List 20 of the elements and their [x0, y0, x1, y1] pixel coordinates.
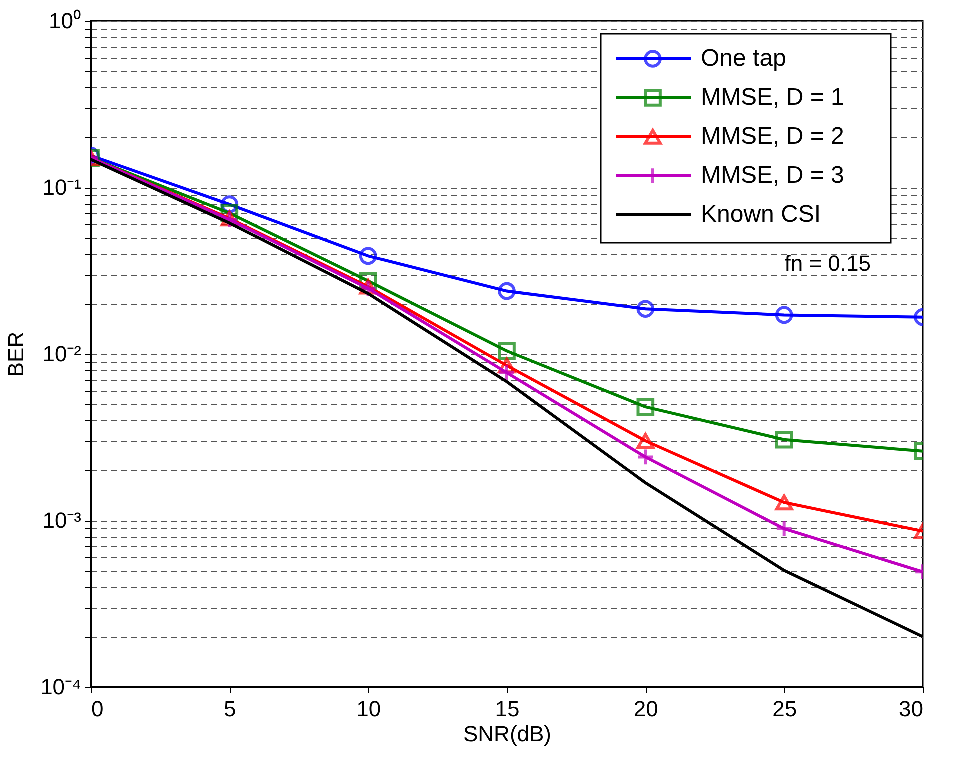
x-tick-label: 0 — [92, 696, 104, 722]
x-tick-label: 25 — [772, 696, 798, 722]
y-tick-label: 10⁻⁴ — [40, 674, 82, 700]
legend-label: MMSE, D = 2 — [701, 123, 844, 150]
x-axis-title: SNR(dB) — [463, 722, 552, 746]
legend-label: One tap — [701, 45, 786, 72]
x-tick-label: 30 — [899, 696, 924, 722]
y-tick-label: 10⁻³ — [42, 508, 82, 533]
annotation: fn = 0.15 — [784, 251, 871, 276]
y-tick-label: 10⁻² — [42, 342, 82, 366]
x-tick-label: 5 — [224, 696, 236, 722]
legend-label: Known CSI — [701, 201, 822, 228]
y-tick-label: 10⁰ — [49, 8, 82, 34]
x-tick-label: 20 — [634, 696, 658, 722]
legend-label: MMSE, D = 1 — [701, 84, 844, 111]
x-tick-label: 10 — [356, 696, 382, 722]
legend-label: MMSE, D = 3 — [701, 162, 844, 189]
y-tick-label: 10⁻¹ — [42, 175, 82, 200]
y-axis-title: BER — [4, 332, 29, 378]
x-tick-label: 15 — [495, 696, 520, 722]
